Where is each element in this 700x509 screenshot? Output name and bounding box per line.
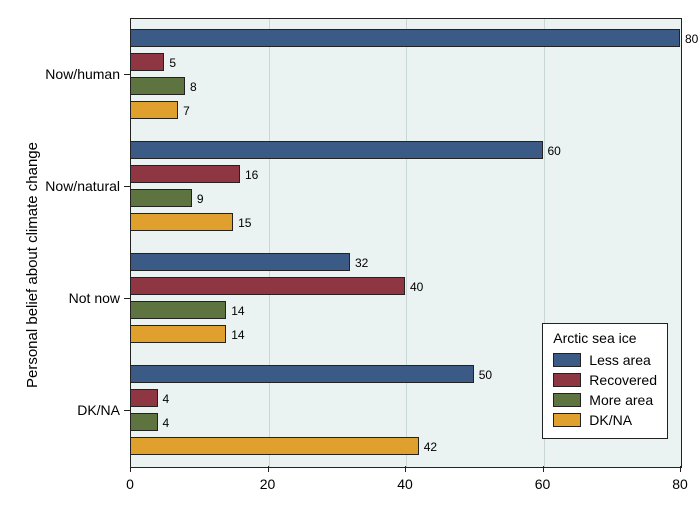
legend-item: DK/NA bbox=[553, 410, 657, 430]
x-tick bbox=[680, 466, 681, 472]
bar bbox=[130, 325, 226, 343]
legend-item: Less area bbox=[553, 350, 657, 370]
legend-label: Less area bbox=[589, 350, 650, 370]
bar-value-label: 32 bbox=[355, 256, 368, 270]
bar bbox=[130, 413, 158, 431]
bar-value-label: 4 bbox=[163, 392, 170, 406]
chart-container: Personal belief about climate change Arc… bbox=[0, 0, 700, 509]
y-tick bbox=[124, 298, 130, 299]
x-tick bbox=[268, 466, 269, 472]
bar bbox=[130, 53, 164, 71]
y-tick bbox=[124, 410, 130, 411]
legend-item: More area bbox=[553, 390, 657, 410]
bar-value-label: 15 bbox=[238, 216, 251, 230]
bar-value-label: 7 bbox=[183, 104, 190, 118]
category-label: DK/NA bbox=[77, 402, 120, 418]
x-tick-label: 40 bbox=[397, 476, 413, 492]
x-tick bbox=[543, 466, 544, 472]
bar-value-label: 80 bbox=[685, 32, 698, 46]
category-label: Now/human bbox=[45, 66, 120, 82]
y-tick bbox=[124, 74, 130, 75]
bar bbox=[130, 77, 185, 95]
legend-item: Recovered bbox=[553, 370, 657, 390]
bar bbox=[130, 189, 192, 207]
gridline bbox=[269, 19, 270, 467]
bar-value-label: 14 bbox=[231, 328, 244, 342]
category-label: Now/natural bbox=[45, 178, 120, 194]
legend-label: DK/NA bbox=[589, 410, 632, 430]
bar-value-label: 16 bbox=[245, 168, 258, 182]
bar bbox=[130, 437, 419, 455]
bar-value-label: 50 bbox=[479, 368, 492, 382]
bar-value-label: 4 bbox=[163, 416, 170, 430]
x-tick bbox=[405, 466, 406, 472]
legend-title: Arctic sea ice bbox=[553, 330, 657, 346]
legend-swatch bbox=[553, 393, 581, 407]
bar bbox=[130, 389, 158, 407]
bar bbox=[130, 29, 680, 47]
legend-swatch bbox=[553, 353, 581, 367]
x-tick bbox=[130, 466, 131, 472]
bar bbox=[130, 253, 350, 271]
bar-value-label: 40 bbox=[410, 280, 423, 294]
legend-swatch bbox=[553, 373, 581, 387]
gridline bbox=[406, 19, 407, 467]
bar-value-label: 9 bbox=[197, 192, 204, 206]
category-label: Not now bbox=[69, 290, 120, 306]
y-tick bbox=[124, 186, 130, 187]
legend-label: Recovered bbox=[589, 370, 657, 390]
bar bbox=[130, 213, 233, 231]
bar-value-label: 60 bbox=[548, 144, 561, 158]
y-axis-title: Personal belief about climate change bbox=[24, 142, 41, 388]
x-tick-label: 20 bbox=[260, 476, 276, 492]
bar bbox=[130, 365, 474, 383]
bar bbox=[130, 301, 226, 319]
x-tick-label: 0 bbox=[126, 476, 134, 492]
bar-value-label: 42 bbox=[424, 440, 437, 454]
legend-swatch bbox=[553, 413, 581, 427]
bar bbox=[130, 277, 405, 295]
bar-value-label: 14 bbox=[231, 304, 244, 318]
x-tick-label: 80 bbox=[672, 476, 688, 492]
x-tick-label: 60 bbox=[535, 476, 551, 492]
bar-value-label: 8 bbox=[190, 80, 197, 94]
bar bbox=[130, 141, 543, 159]
bar-value-label: 5 bbox=[169, 56, 176, 70]
legend: Arctic sea ice Less areaRecoveredMore ar… bbox=[542, 323, 668, 439]
bar bbox=[130, 165, 240, 183]
legend-label: More area bbox=[589, 390, 653, 410]
bar bbox=[130, 101, 178, 119]
